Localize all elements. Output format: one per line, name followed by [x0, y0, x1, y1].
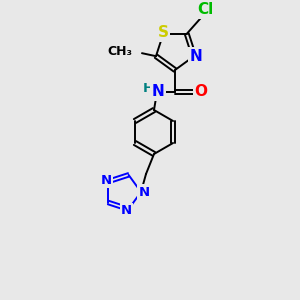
Text: N: N [101, 174, 112, 187]
Text: H: H [142, 82, 154, 95]
Text: O: O [194, 85, 208, 100]
Text: N: N [121, 204, 132, 217]
Text: CH₃: CH₃ [107, 45, 132, 58]
Text: N: N [138, 185, 150, 199]
Text: N: N [152, 85, 164, 100]
Text: N: N [190, 49, 202, 64]
Text: S: S [158, 25, 169, 40]
Text: Cl: Cl [198, 2, 214, 17]
